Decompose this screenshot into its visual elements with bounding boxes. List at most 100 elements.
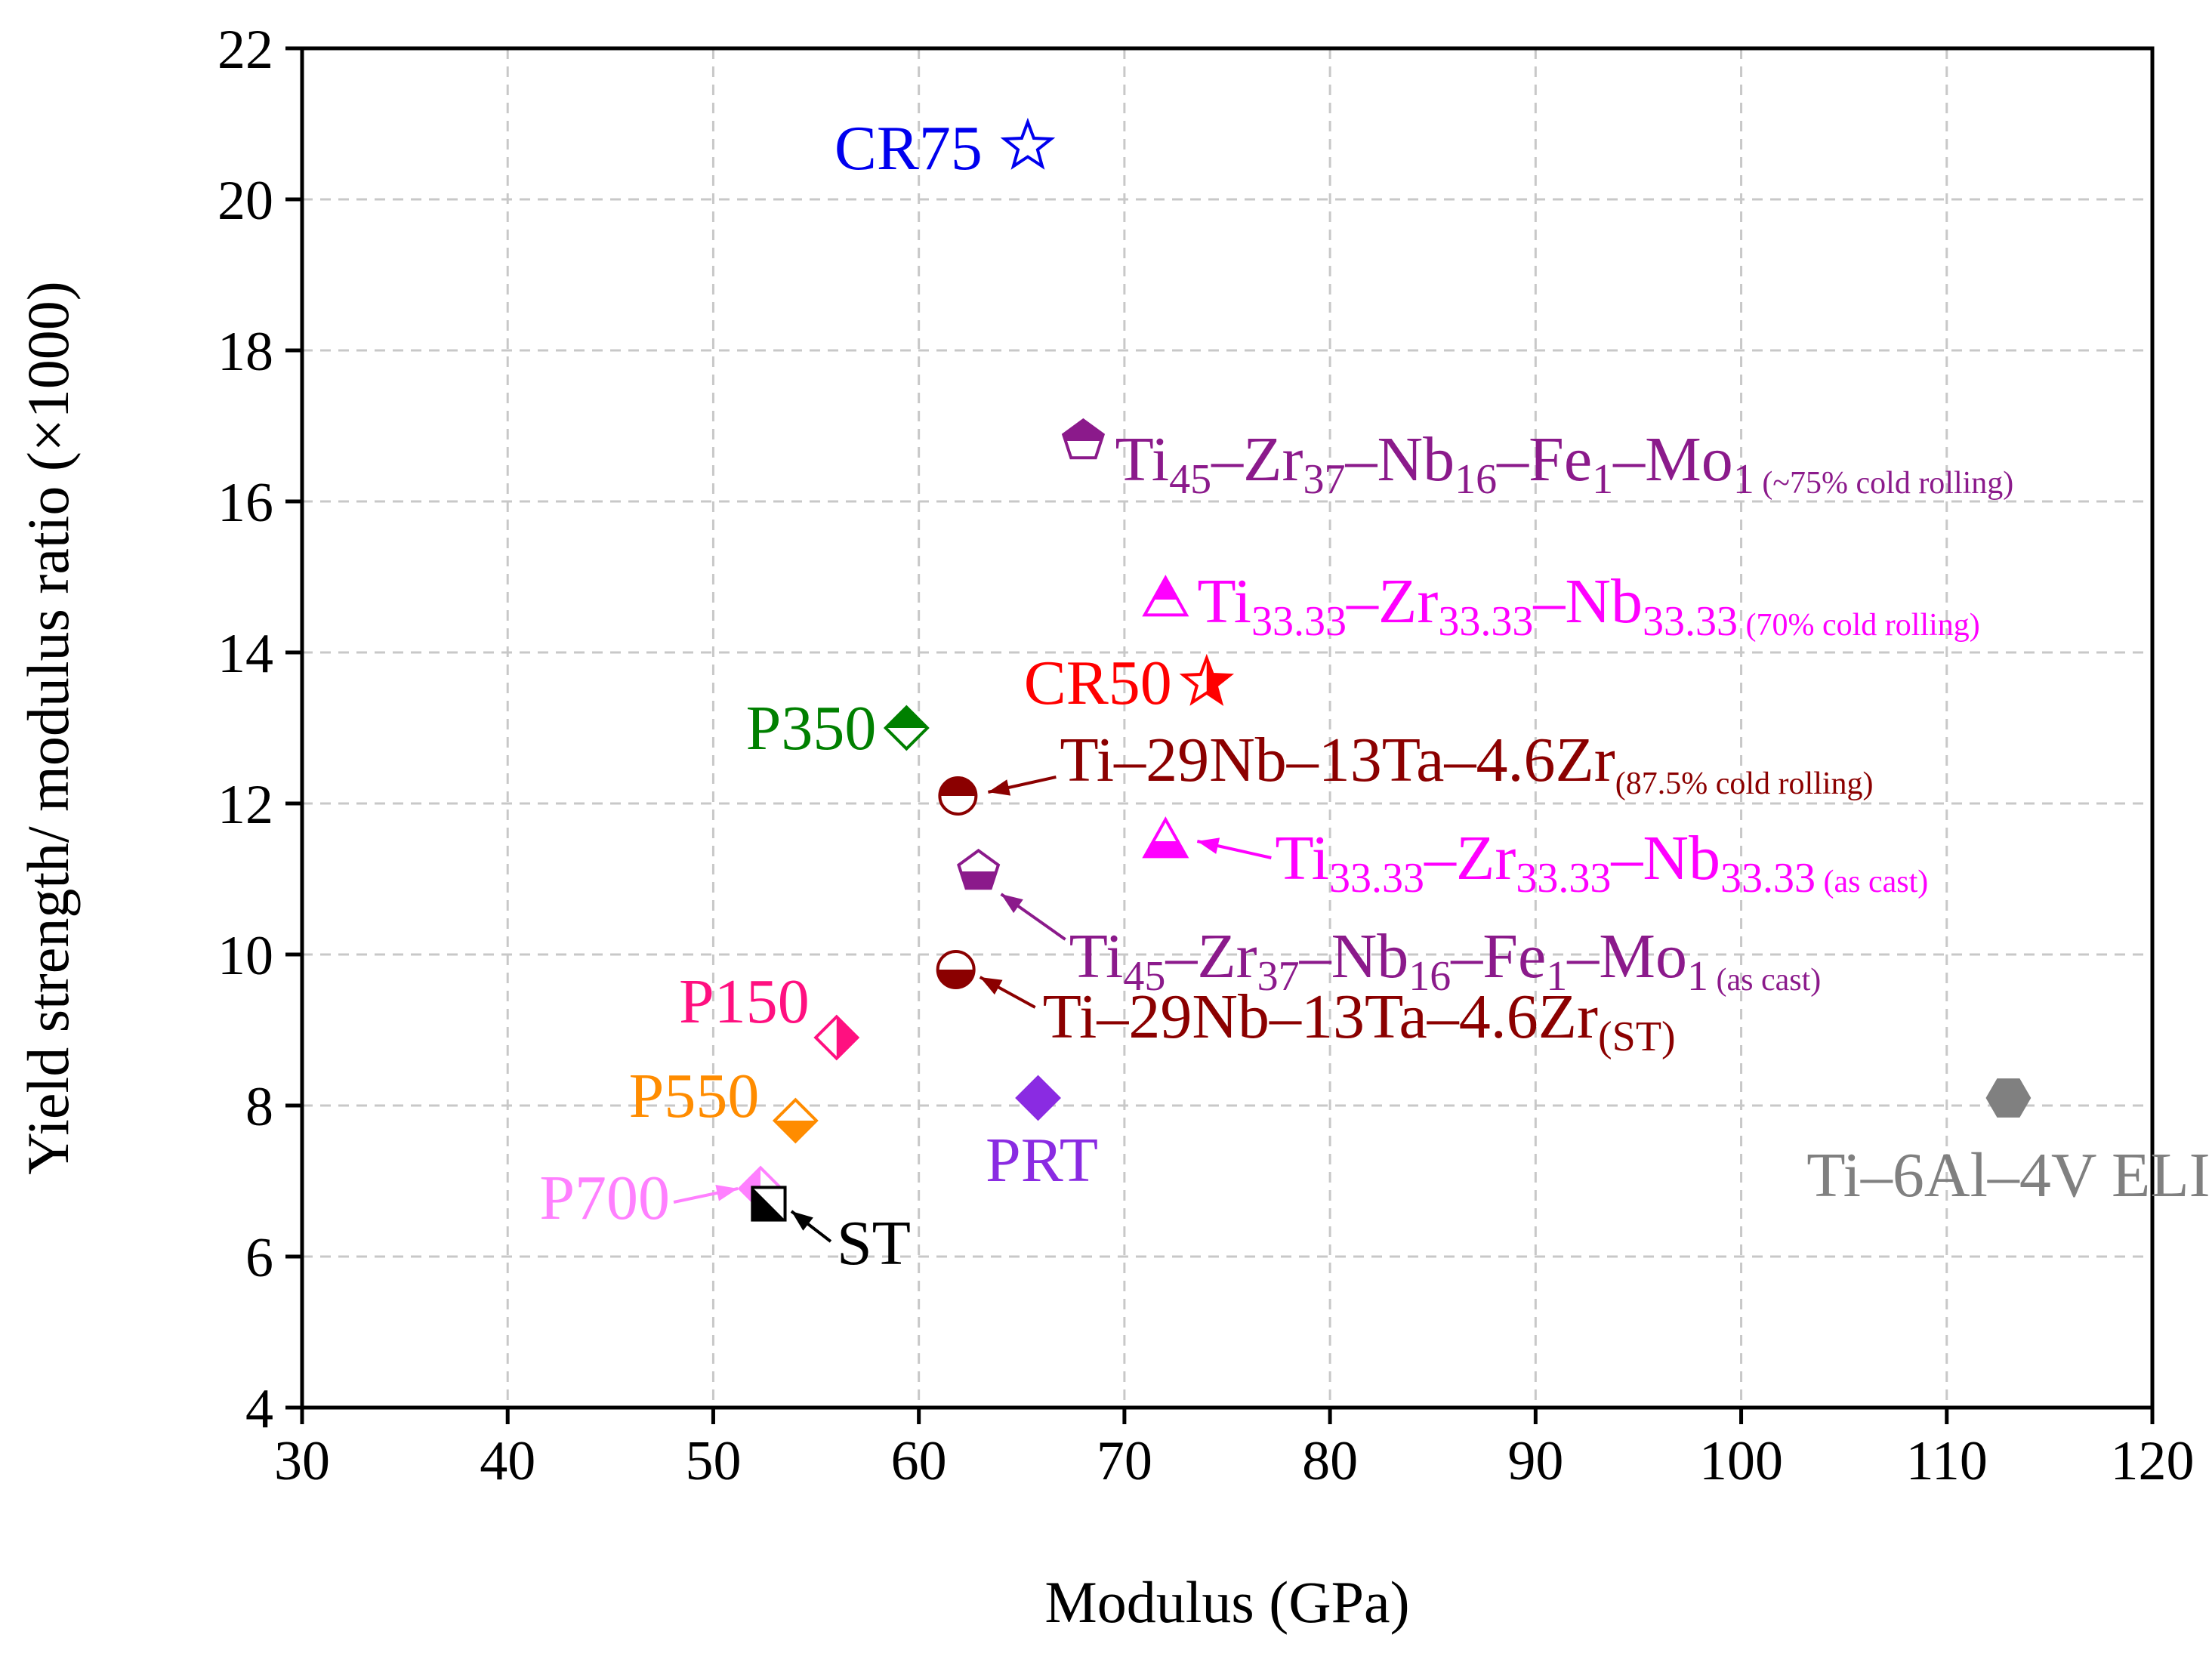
- x-tick-label: 80: [1302, 1430, 1358, 1492]
- point-marker-ti64: [1985, 1078, 2032, 1118]
- label-segment: Ti: [1275, 823, 1329, 893]
- y-tick-label: 14: [217, 623, 273, 685]
- label-segment: 45: [1123, 953, 1165, 1000]
- label-segment: (87.5% cold rolling): [1615, 766, 1874, 801]
- y-axis-title: Yield strength/ modulus ratio (×1000): [15, 281, 81, 1175]
- y-tick-label: 12: [217, 774, 273, 836]
- x-tick-label: 60: [891, 1430, 947, 1492]
- point-marker-tnbtz-cold: [938, 776, 978, 816]
- arrow-head-tnbtz-st: [980, 977, 1003, 995]
- label-segment: Ti–6Al–4V ELI: [1806, 1140, 2210, 1210]
- arrow-head-tnbtz-cold: [988, 779, 1011, 796]
- x-tick-label: 40: [480, 1430, 535, 1492]
- arrow-head-st: [791, 1211, 813, 1231]
- point-label-cr50: CR50: [1024, 648, 1172, 718]
- point-label-p550: P550: [629, 1061, 760, 1131]
- point-marker-st: [751, 1186, 787, 1222]
- label-segment: 1: [1592, 456, 1613, 503]
- label-segment: P700: [539, 1163, 670, 1233]
- point-label-tnbtz-st: Ti–29Nb–13Ta–4.6Zr(ST): [1043, 982, 1676, 1060]
- label-segment: 45: [1169, 456, 1211, 503]
- y-tick-label: 16: [217, 472, 273, 534]
- label-segment: ST: [837, 1208, 911, 1278]
- label-segment: –Zr: [1211, 424, 1303, 495]
- data-markers: [737, 117, 2032, 1222]
- x-tick-label: 100: [1699, 1430, 1783, 1492]
- point-marker-p550: [772, 1097, 819, 1144]
- label-segment: 16: [1455, 456, 1497, 503]
- point-marker-tizr-cast: [957, 848, 1001, 890]
- point-marker-tnbtz-st: [936, 950, 976, 989]
- label-segment: Ti: [1115, 424, 1169, 495]
- point-label-tnbtz-cold: Ti–29Nb–13Ta–4.6Zr(87.5% cold rolling): [1060, 725, 1873, 801]
- label-arrows: [673, 776, 1272, 1243]
- point-label-tizr-cast: Ti45–Zr37–Nb16–Fe1–Mo1 (as cast): [1069, 921, 1822, 1000]
- label-segment: P150: [679, 967, 810, 1037]
- point-marker-p350: [883, 705, 930, 751]
- label-segment: (as cast): [1816, 865, 1928, 899]
- x-tick-label: 30: [274, 1430, 330, 1492]
- label-segment: –Nb: [1610, 823, 1720, 893]
- label-segment: –Fe: [1450, 921, 1546, 991]
- point-marker-cr50: [1179, 653, 1235, 706]
- y-tick-label: 10: [217, 925, 273, 987]
- label-segment: Ti–29Nb–13Ta–4.6Zr: [1043, 982, 1598, 1052]
- point-marker-p150: [813, 1014, 860, 1061]
- x-tick-label: 90: [1507, 1430, 1563, 1492]
- label-segment: 37: [1257, 953, 1300, 1000]
- label-segment: 33.33: [1329, 855, 1424, 902]
- x-tick-label: 70: [1097, 1430, 1152, 1492]
- axis-ticks: 30 40 50 60 70 80 90 100 110 120 4 6 8 10 12 14 16 18 20 22: [217, 19, 2195, 1492]
- label-segment: 1: [1687, 953, 1708, 1000]
- label-segment: CR75: [835, 113, 983, 183]
- y-tick-label: 4: [245, 1378, 273, 1440]
- point-marker-tizrnb-cold: [1142, 575, 1189, 617]
- arrow-head-tizrnb-cast: [1197, 837, 1220, 854]
- point-marker-cr75: [1000, 117, 1056, 170]
- label-segment: –Nb: [1299, 921, 1409, 991]
- point-label-tizrnb-cold: Ti33.33–Zr33.33–Nb33.33 (70% cold rollin…: [1197, 566, 1979, 645]
- arrow-head-p700: [715, 1185, 739, 1201]
- label-segment: –Zr: [1165, 921, 1257, 991]
- arrow-head-tizr-cast: [1001, 894, 1023, 914]
- label-segment: PRT: [986, 1125, 1098, 1195]
- y-tick-label: 18: [217, 321, 273, 383]
- label-segment: 37: [1303, 456, 1345, 503]
- label-segment: 1: [1733, 456, 1754, 503]
- y-tick-label: 6: [245, 1227, 273, 1289]
- point-label-p350: P350: [746, 693, 877, 763]
- point-label-tizrnb-cast: Ti33.33–Zr33.33–Nb33.33 (as cast): [1275, 823, 1928, 902]
- label-segment: 33.33: [1438, 598, 1533, 645]
- label-segment: –Nb: [1532, 566, 1643, 637]
- plot-frame: [300, 46, 2155, 1410]
- label-segment: Ti: [1069, 921, 1124, 991]
- point-label-st: ST: [837, 1208, 911, 1278]
- label-segment: –Mo: [1612, 424, 1733, 495]
- point-marker-tizrnb-cast: [1142, 816, 1189, 859]
- x-tick-label: 120: [2111, 1430, 2195, 1492]
- point-label-prt: PRT: [986, 1125, 1098, 1195]
- label-segment: –Zr: [1424, 823, 1516, 893]
- label-segment: (ST): [1598, 1013, 1676, 1060]
- y-tick-label: 8: [245, 1076, 273, 1138]
- label-segment: CR50: [1024, 648, 1172, 718]
- point-label-tizr-cold: Ti45–Zr37–Nb16–Fe1–Mo1 (~75% cold rollin…: [1115, 424, 2013, 503]
- label-segment: (~75% cold rolling): [1754, 466, 2014, 501]
- point-label-cr75: CR75: [835, 113, 983, 183]
- label-segment: 33.33: [1643, 598, 1738, 645]
- y-tick-label: 20: [217, 170, 273, 232]
- label-segment: 16: [1408, 953, 1451, 1000]
- label-segment: (70% cold rolling): [1738, 608, 1980, 643]
- label-segment: 33.33: [1516, 855, 1611, 902]
- label-segment: –Nb: [1344, 424, 1455, 495]
- point-marker-tizr-cold: [1061, 418, 1106, 460]
- label-segment: P550: [629, 1061, 760, 1131]
- label-segment: –Mo: [1566, 921, 1687, 991]
- point-label-p150: P150: [679, 967, 810, 1037]
- label-segment: 1: [1546, 953, 1567, 1000]
- label-segment: 33.33: [1720, 855, 1816, 902]
- y-tick-label: 22: [217, 19, 273, 81]
- x-tick-label: 50: [685, 1430, 741, 1492]
